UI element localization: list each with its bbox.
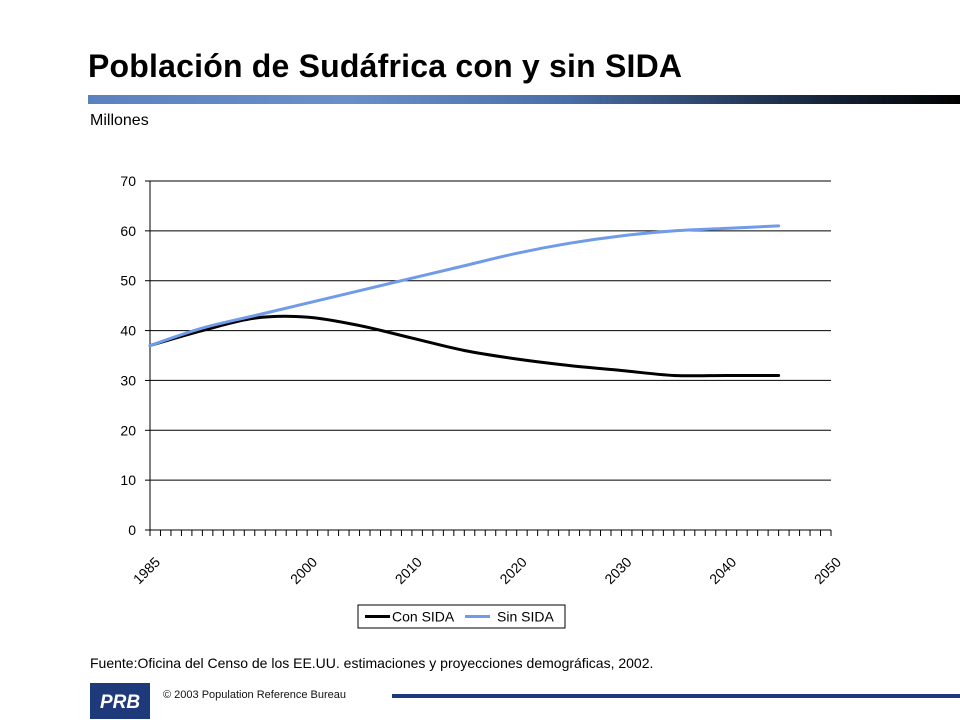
x-tick-label: 2010 [392,554,425,587]
y-tick-label: 70 [120,173,136,189]
legend-box [357,604,566,629]
series-lines [148,224,781,378]
legend-label-0: Con SIDA [392,609,455,625]
x-tick-label: 2030 [601,554,634,587]
x-tick-label: 2050 [811,554,844,587]
y-tick-label: 50 [120,273,136,289]
y-tick-label: 30 [120,372,136,388]
copyright-text: © 2003 Population Reference Bureau [163,689,347,701]
units-label: Millones [90,112,149,129]
y-tick-label: 40 [120,323,136,339]
series-line-1 [148,224,781,348]
x-tick-label: 2000 [287,554,320,587]
x-tick-label: 1985 [130,554,163,587]
prb-logo: PRB [90,683,150,719]
x-tick-label: 2020 [496,554,529,587]
y-tick-label: 60 [120,223,136,239]
y-tick-label: 20 [120,422,136,438]
prb-logo-text: PRB [100,692,140,713]
x-tick-label: 2040 [706,554,739,587]
gridlines [150,180,831,481]
legend-label-1: Sin SIDA [497,609,554,625]
title-underline-bar [88,95,960,104]
slide-title: Población de Sudáfrica con y sin SIDA [88,48,683,84]
series-line-0 [148,314,781,378]
footer-rule [392,694,960,698]
y-tick-label: 10 [120,472,136,488]
legend: Con SIDA Sin SIDA [357,604,566,629]
y-tick-label: 0 [128,522,136,538]
source-note: Fuente:Oficina del Censo de los EE.UU. e… [90,655,654,671]
